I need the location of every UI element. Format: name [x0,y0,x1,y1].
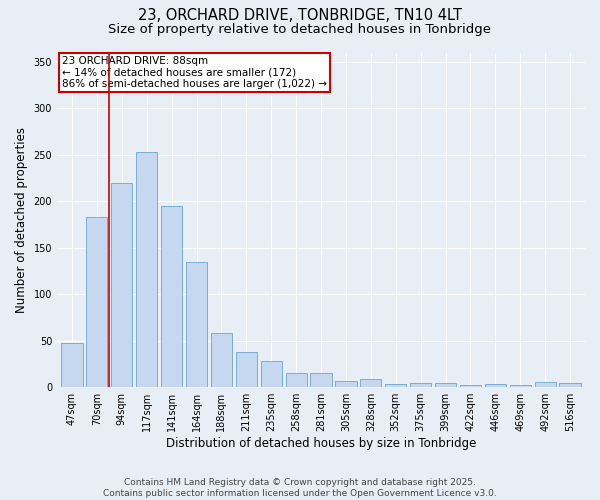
Bar [136,152,157,387]
Bar [360,379,382,387]
Bar [485,384,506,387]
Bar [335,380,356,387]
Bar [435,384,456,387]
Text: Size of property relative to detached houses in Tonbridge: Size of property relative to detached ho… [109,22,491,36]
Bar [385,384,406,387]
Bar [260,361,282,387]
Bar [460,386,481,387]
Bar [236,352,257,387]
Bar [186,262,207,387]
Bar [310,374,332,387]
X-axis label: Distribution of detached houses by size in Tonbridge: Distribution of detached houses by size … [166,437,476,450]
Text: 23 ORCHARD DRIVE: 88sqm
← 14% of detached houses are smaller (172)
86% of semi-d: 23 ORCHARD DRIVE: 88sqm ← 14% of detache… [62,56,328,89]
Bar [535,382,556,387]
Bar [161,206,182,387]
Text: Contains HM Land Registry data © Crown copyright and database right 2025.
Contai: Contains HM Land Registry data © Crown c… [103,478,497,498]
Bar [509,386,531,387]
Bar [286,374,307,387]
Bar [559,384,581,387]
Bar [111,182,133,387]
Y-axis label: Number of detached properties: Number of detached properties [15,127,28,313]
Bar [61,342,83,387]
Bar [410,382,431,387]
Bar [211,334,232,387]
Bar [86,217,107,387]
Text: 23, ORCHARD DRIVE, TONBRIDGE, TN10 4LT: 23, ORCHARD DRIVE, TONBRIDGE, TN10 4LT [138,8,462,22]
